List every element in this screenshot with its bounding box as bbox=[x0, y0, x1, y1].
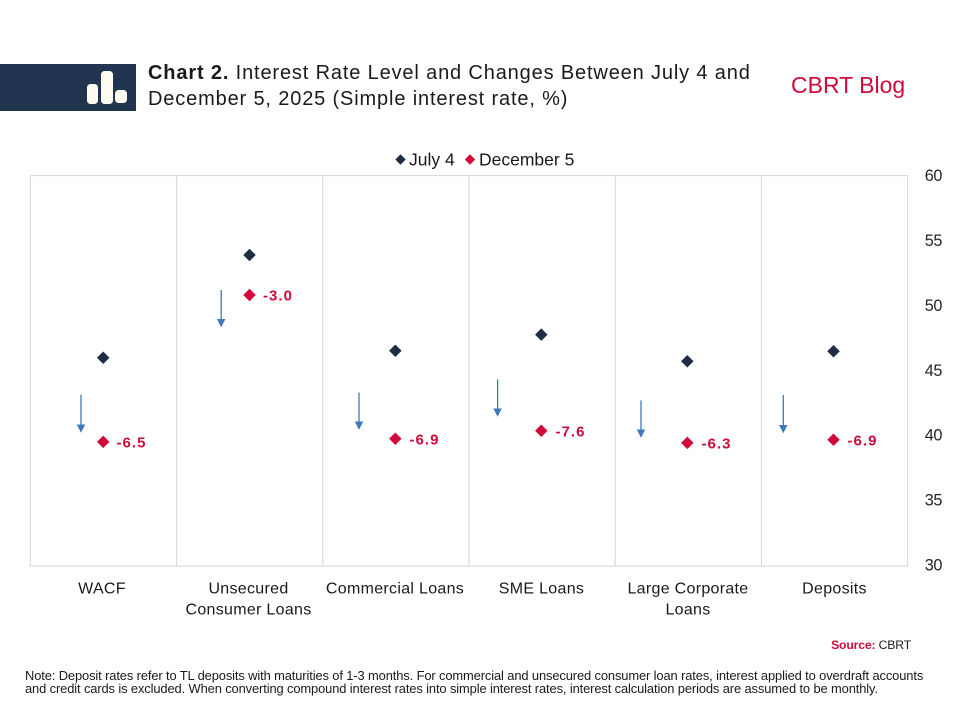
svg-text:-6.3: -6.3 bbox=[702, 435, 732, 452]
svg-text:Unsecured: Unsecured bbox=[208, 581, 288, 598]
svg-text:55: 55 bbox=[925, 232, 943, 250]
svg-text:July 4: July 4 bbox=[409, 149, 455, 169]
svg-text:35: 35 bbox=[925, 492, 943, 510]
svg-text:December 5: December 5 bbox=[479, 149, 574, 169]
svg-text:Deposits: Deposits bbox=[802, 581, 867, 598]
svg-text:50: 50 bbox=[925, 297, 943, 315]
svg-text:WACF: WACF bbox=[78, 581, 126, 598]
svg-text:-6.9: -6.9 bbox=[848, 432, 878, 449]
svg-text:-7.6: -7.6 bbox=[556, 423, 586, 440]
svg-text:40: 40 bbox=[925, 427, 943, 445]
svg-text:Consumer Loans: Consumer Loans bbox=[185, 602, 311, 619]
svg-text:-3.0: -3.0 bbox=[263, 288, 293, 305]
svg-text:Commercial Loans: Commercial Loans bbox=[326, 581, 464, 598]
svg-text:60: 60 bbox=[925, 167, 943, 185]
svg-text:45: 45 bbox=[925, 362, 943, 380]
svg-text:Loans: Loans bbox=[665, 602, 710, 619]
svg-text:SME Loans: SME Loans bbox=[499, 581, 584, 598]
svg-text:30: 30 bbox=[925, 557, 943, 575]
svg-text:Large Corporate: Large Corporate bbox=[627, 581, 748, 598]
svg-text:-6.9: -6.9 bbox=[410, 431, 440, 448]
svg-text:-6.5: -6.5 bbox=[117, 434, 147, 451]
